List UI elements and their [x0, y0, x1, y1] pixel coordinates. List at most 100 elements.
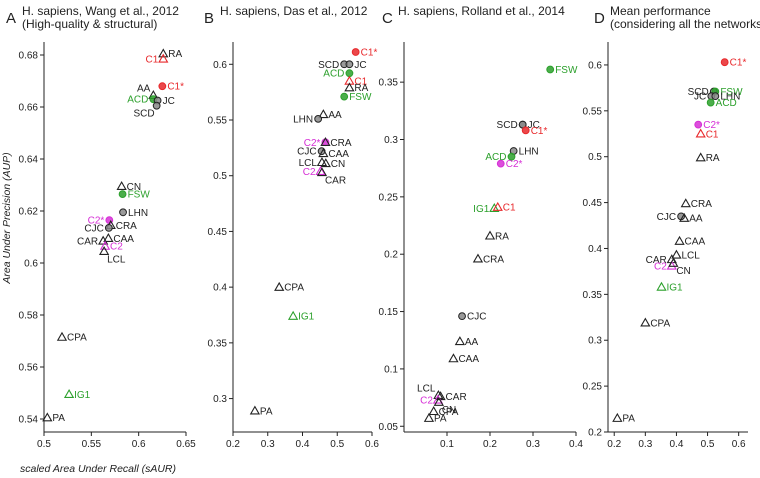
point-c1-label: C1	[503, 203, 516, 214]
x-tick-label: 0.3	[526, 439, 540, 450]
point-pa-label: PA	[260, 406, 273, 417]
point-pa-marker	[613, 414, 621, 421]
y-tick-label: 0.6	[213, 60, 227, 71]
point-lhn-marker	[315, 115, 322, 122]
point-cjc-label: CJC	[467, 312, 486, 323]
point-c1-label: C1	[706, 129, 719, 140]
point-fsw-label: FSW	[128, 190, 151, 201]
y-tick-label: 0.58	[19, 311, 39, 322]
y-tick-label: 0.05	[379, 422, 399, 433]
point-jc-label: JC	[694, 92, 706, 103]
point-ra-label: RA	[706, 153, 720, 164]
point-cn-label: CN	[676, 266, 690, 277]
point-fsw-label: FSW	[555, 65, 578, 76]
point-fsw-marker	[119, 191, 126, 198]
x-tick-label: 0.5	[701, 439, 715, 450]
x-axis-label: scaled Area Under Recall (sAUR)	[20, 463, 176, 475]
point-cjc-label: CJC	[84, 223, 103, 234]
y-tick-label: 0.3	[213, 394, 227, 405]
point-pa-label: PA	[622, 414, 635, 425]
point-cpa-label: CPA	[284, 283, 304, 294]
point-fsw-marker	[547, 66, 554, 73]
point-c1-label: C1	[145, 54, 158, 65]
x-tick-label: 0.4	[296, 439, 310, 450]
x-tick-label: 0.5	[330, 439, 344, 450]
point-cjc-label: CJC	[297, 147, 316, 158]
point-ig1-marker	[65, 390, 73, 397]
y-tick-label: 0.3	[588, 336, 602, 347]
point-pa-label: PA	[52, 413, 65, 424]
y-tick-label: 0.35	[379, 78, 399, 89]
point-cra-marker	[682, 199, 690, 206]
panel-letter: C	[382, 10, 393, 27]
point-ra-label: RA	[495, 231, 509, 242]
point-pa-marker	[425, 414, 433, 421]
point-car-label: CAR	[325, 175, 346, 186]
y-tick-label: 0.55	[583, 106, 603, 117]
point-ra-marker	[486, 232, 494, 239]
point-c1-marker	[159, 55, 167, 62]
point-aa-label: AA	[465, 337, 479, 348]
point-c1-star-marker	[352, 49, 359, 56]
point-c2-label: C2	[110, 242, 123, 253]
y-tick-label: 0.5	[213, 171, 227, 182]
y-tick-label: 0.25	[583, 382, 603, 393]
y-tick-label: 0.66	[19, 103, 39, 114]
y-tick-label: 0.2	[384, 250, 398, 261]
y-tick-label: 0.68	[19, 51, 39, 62]
point-lhn-label: LHN	[128, 208, 148, 219]
y-tick-label: 0.55	[208, 116, 228, 127]
point-car-label: CAR	[77, 236, 98, 247]
x-tick-label: 0.6	[365, 439, 379, 450]
point-jc-label: JC	[354, 60, 366, 71]
figure-canvas: Area Under Precision (AUP) scaled Area U…	[0, 0, 760, 478]
point-c2-star-label: C2*	[506, 159, 523, 170]
point-cpa-label: CPA	[650, 318, 670, 329]
panels: A H. sapiens, Wang et al., 2012(High-qual…	[6, 4, 760, 450]
x-tick-label: 0.6	[132, 439, 146, 450]
point-acd-label: ACD	[127, 95, 148, 106]
point-jc-label: JC	[163, 96, 175, 107]
point-cpa-marker	[58, 333, 66, 340]
point-cpa-marker	[641, 319, 649, 326]
panel-A: A H. sapiens, Wang et al., 2012(High-qual…	[6, 4, 196, 450]
point-scd-label: SCD	[497, 120, 518, 131]
point-cjc-marker	[459, 313, 466, 320]
point-cpa-marker	[275, 283, 283, 290]
point-caa-marker	[449, 354, 457, 361]
point-scd-label: SCD	[134, 109, 155, 120]
point-lhn-label: LHN	[519, 146, 539, 157]
x-tick-label: 0.65	[176, 439, 196, 450]
point-ig1-label: IG1	[298, 312, 315, 323]
point-cra-marker	[474, 255, 482, 262]
y-tick-label: 0.3	[384, 135, 398, 146]
x-tick-label: 0.55	[82, 439, 102, 450]
point-ig1-label: IG1	[74, 390, 91, 401]
point-fsw-marker	[341, 93, 348, 100]
point-jc-marker	[346, 61, 353, 68]
point-caa-label: CAA	[685, 237, 706, 248]
y-tick-label: 0.4	[588, 244, 602, 255]
point-c1-star-label: C1*	[167, 82, 184, 93]
point-lcl-marker	[672, 251, 680, 258]
x-tick-label: 0.4	[669, 439, 683, 450]
y-tick-label: 0.35	[208, 338, 228, 349]
y-tick-label: 0.5	[588, 152, 602, 163]
point-cra-label: CRA	[116, 221, 137, 232]
y-tick-label: 0.56	[19, 363, 39, 374]
panel-title: (High-quality & structural)	[22, 17, 157, 31]
point-lcl-label: LCL	[681, 250, 700, 261]
point-cn-marker	[117, 182, 125, 189]
point-ig1-marker	[657, 283, 665, 290]
point-ra-label: RA	[168, 49, 182, 60]
point-aa-label: AA	[328, 110, 342, 121]
panel-title: H. sapiens, Wang et al., 2012	[22, 4, 179, 18]
x-tick-label: 0.5	[37, 439, 51, 450]
panel-title: (considering all the networks)	[610, 17, 760, 31]
y-tick-label: 0.64	[19, 155, 39, 166]
point-ig1-label: IG1	[473, 204, 490, 215]
panel-title: H. sapiens, Rolland et al., 2014	[398, 4, 565, 18]
point-acd-marker	[707, 99, 714, 106]
y-tick-label: 0.62	[19, 207, 39, 218]
point-car-label: CAR	[446, 392, 467, 403]
